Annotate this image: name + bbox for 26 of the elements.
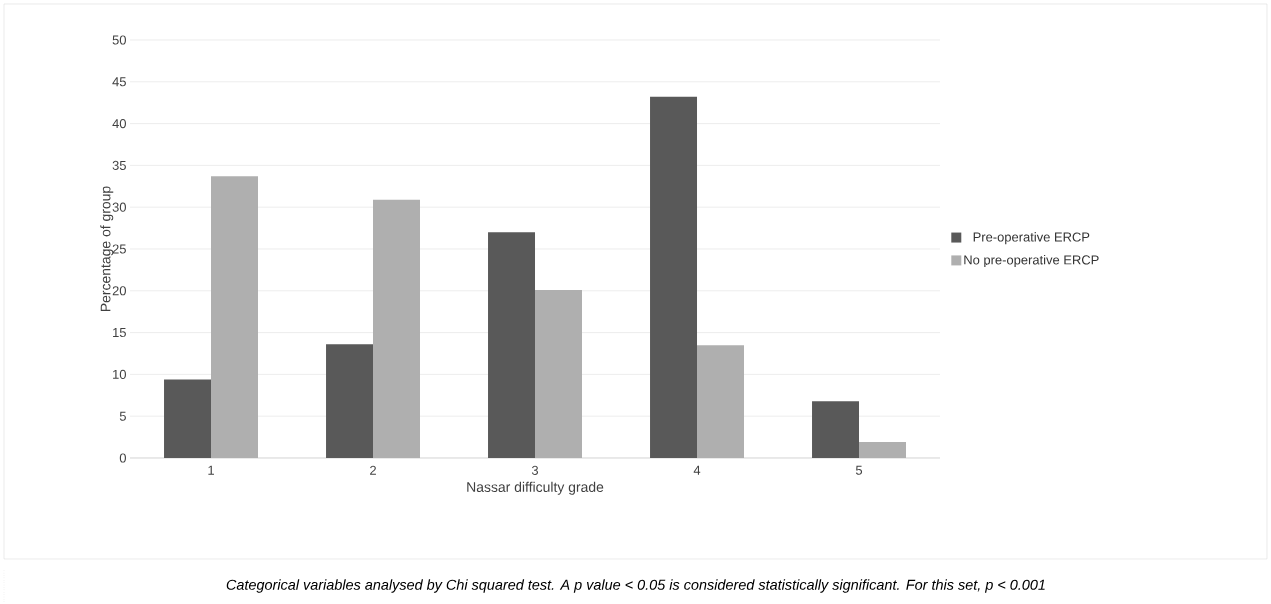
bar	[326, 344, 374, 458]
x-tick-label: 4	[693, 465, 701, 475]
y-tick-label: 45	[112, 77, 126, 87]
x-tick-label: 1	[208, 465, 214, 475]
legend-label: No pre-operative ERCP	[964, 254, 1099, 268]
x-tick-label: 3	[531, 465, 539, 475]
bar	[164, 379, 212, 458]
y-tick-label: 0	[119, 453, 126, 463]
y-tick-label: 35	[112, 160, 126, 170]
y-tick-label: 15	[113, 328, 126, 338]
y-tick-label: 50	[112, 35, 126, 45]
y-axis-title: Percentage of group	[100, 186, 114, 312]
y-tick-label: 10	[113, 369, 126, 379]
y-tick-label: 5	[119, 411, 126, 421]
y-tick-label: 25	[112, 244, 126, 254]
y-tick-label: 30	[112, 202, 126, 212]
y-tick-label: 20	[112, 286, 126, 296]
legend-label: Pre-operative ERCP	[973, 232, 1090, 245]
bar	[488, 232, 536, 458]
y-tick-label: 40	[112, 119, 126, 129]
x-tick-label: 5	[855, 465, 863, 475]
bar	[650, 96, 698, 458]
text: Categorical variables analysed by Chi squared test. A p value < 0.05 is considered statistically significant. For this set, p < 0.001	[226, 579, 1045, 593]
x-tick-label: 2	[370, 465, 376, 475]
x-axis-title: Nassar difficulty grade	[467, 481, 604, 495]
bar	[812, 401, 860, 458]
